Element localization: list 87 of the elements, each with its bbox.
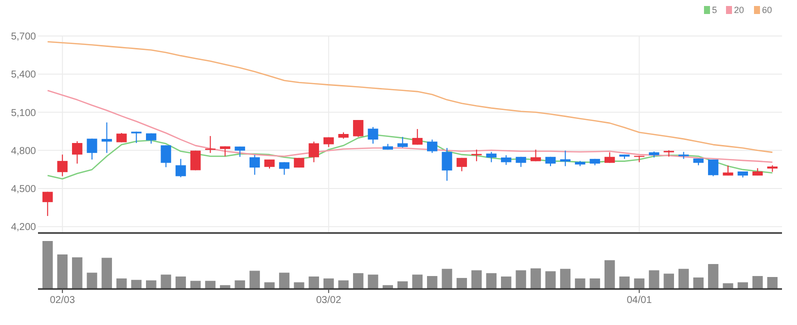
bar	[590, 278, 600, 289]
x-tick-label: 03/02	[316, 295, 342, 306]
bar	[397, 281, 408, 289]
candlestick	[102, 122, 112, 154]
bar	[57, 254, 68, 289]
bar	[382, 285, 393, 289]
bar	[619, 276, 630, 289]
x-tick-label: 02/03	[50, 295, 76, 306]
bar	[412, 274, 423, 289]
candlestick	[264, 159, 275, 170]
candlestick	[205, 136, 216, 154]
bar	[220, 285, 230, 289]
bar	[442, 268, 452, 289]
bar	[279, 272, 290, 289]
candlestick	[456, 157, 467, 172]
bar	[693, 277, 704, 289]
bar	[738, 282, 748, 289]
bar	[205, 280, 216, 289]
y-tick-label: 5,100	[10, 108, 36, 119]
bar	[42, 241, 53, 289]
x-tick-label: 04/01	[626, 295, 652, 306]
candlestick	[279, 162, 290, 176]
legend-label: 20	[734, 5, 744, 16]
bar	[545, 271, 556, 289]
bar	[767, 277, 778, 289]
bar	[102, 258, 112, 289]
bar	[72, 257, 82, 289]
bar	[752, 276, 763, 289]
bar	[234, 280, 246, 289]
bar	[323, 278, 334, 289]
y-tick-label: 5,700	[10, 32, 36, 42]
bar	[131, 280, 142, 289]
bar	[160, 274, 172, 289]
candlestick	[368, 126, 378, 144]
candlestick	[86, 138, 98, 160]
bar	[634, 278, 644, 289]
bar	[708, 264, 718, 289]
candlestick	[353, 120, 364, 138]
bar	[530, 268, 541, 289]
bar	[500, 276, 512, 289]
bar	[516, 270, 526, 289]
legend-label: 60	[762, 5, 772, 16]
line-series	[46, 90, 774, 163]
y-tick-label: 4,200	[10, 222, 36, 234]
candlestick	[131, 131, 142, 144]
candlestick	[160, 144, 172, 168]
bar	[456, 278, 467, 289]
candlestick	[412, 128, 423, 146]
bar	[308, 276, 320, 289]
candlestick	[604, 152, 615, 164]
candlestick	[486, 151, 497, 163]
candlestick	[42, 191, 53, 216]
legend-label: 5	[712, 5, 718, 16]
bar	[427, 276, 438, 289]
candlestick	[234, 146, 246, 158]
candlestick	[250, 154, 260, 176]
bar	[176, 276, 186, 289]
candlestick	[397, 136, 408, 148]
bar	[146, 280, 156, 289]
bar	[560, 268, 570, 289]
bar	[116, 278, 127, 289]
candlestick	[442, 147, 452, 182]
bar	[471, 270, 482, 289]
candlestick	[116, 132, 127, 143]
bar	[486, 273, 497, 289]
candlestick	[176, 158, 186, 178]
bar	[368, 274, 378, 289]
bar	[664, 274, 674, 289]
bar	[648, 270, 660, 289]
bar	[604, 260, 615, 289]
candlestick	[427, 139, 438, 154]
candlestick	[72, 140, 82, 164]
y-tick-label: 4,800	[10, 146, 36, 157]
candlestick	[57, 154, 68, 177]
candlestick	[308, 141, 320, 163]
bar	[353, 273, 364, 289]
bar	[678, 268, 689, 289]
y-tick-label: 5,400	[10, 70, 36, 81]
bar	[574, 278, 586, 289]
bar	[86, 272, 98, 289]
candlestick	[500, 154, 512, 166]
y-tick-label: 4,500	[10, 184, 36, 196]
candlestick	[190, 150, 201, 171]
line-series	[46, 41, 774, 153]
bar	[722, 283, 734, 289]
bar	[250, 270, 260, 289]
candlestick	[708, 159, 718, 177]
